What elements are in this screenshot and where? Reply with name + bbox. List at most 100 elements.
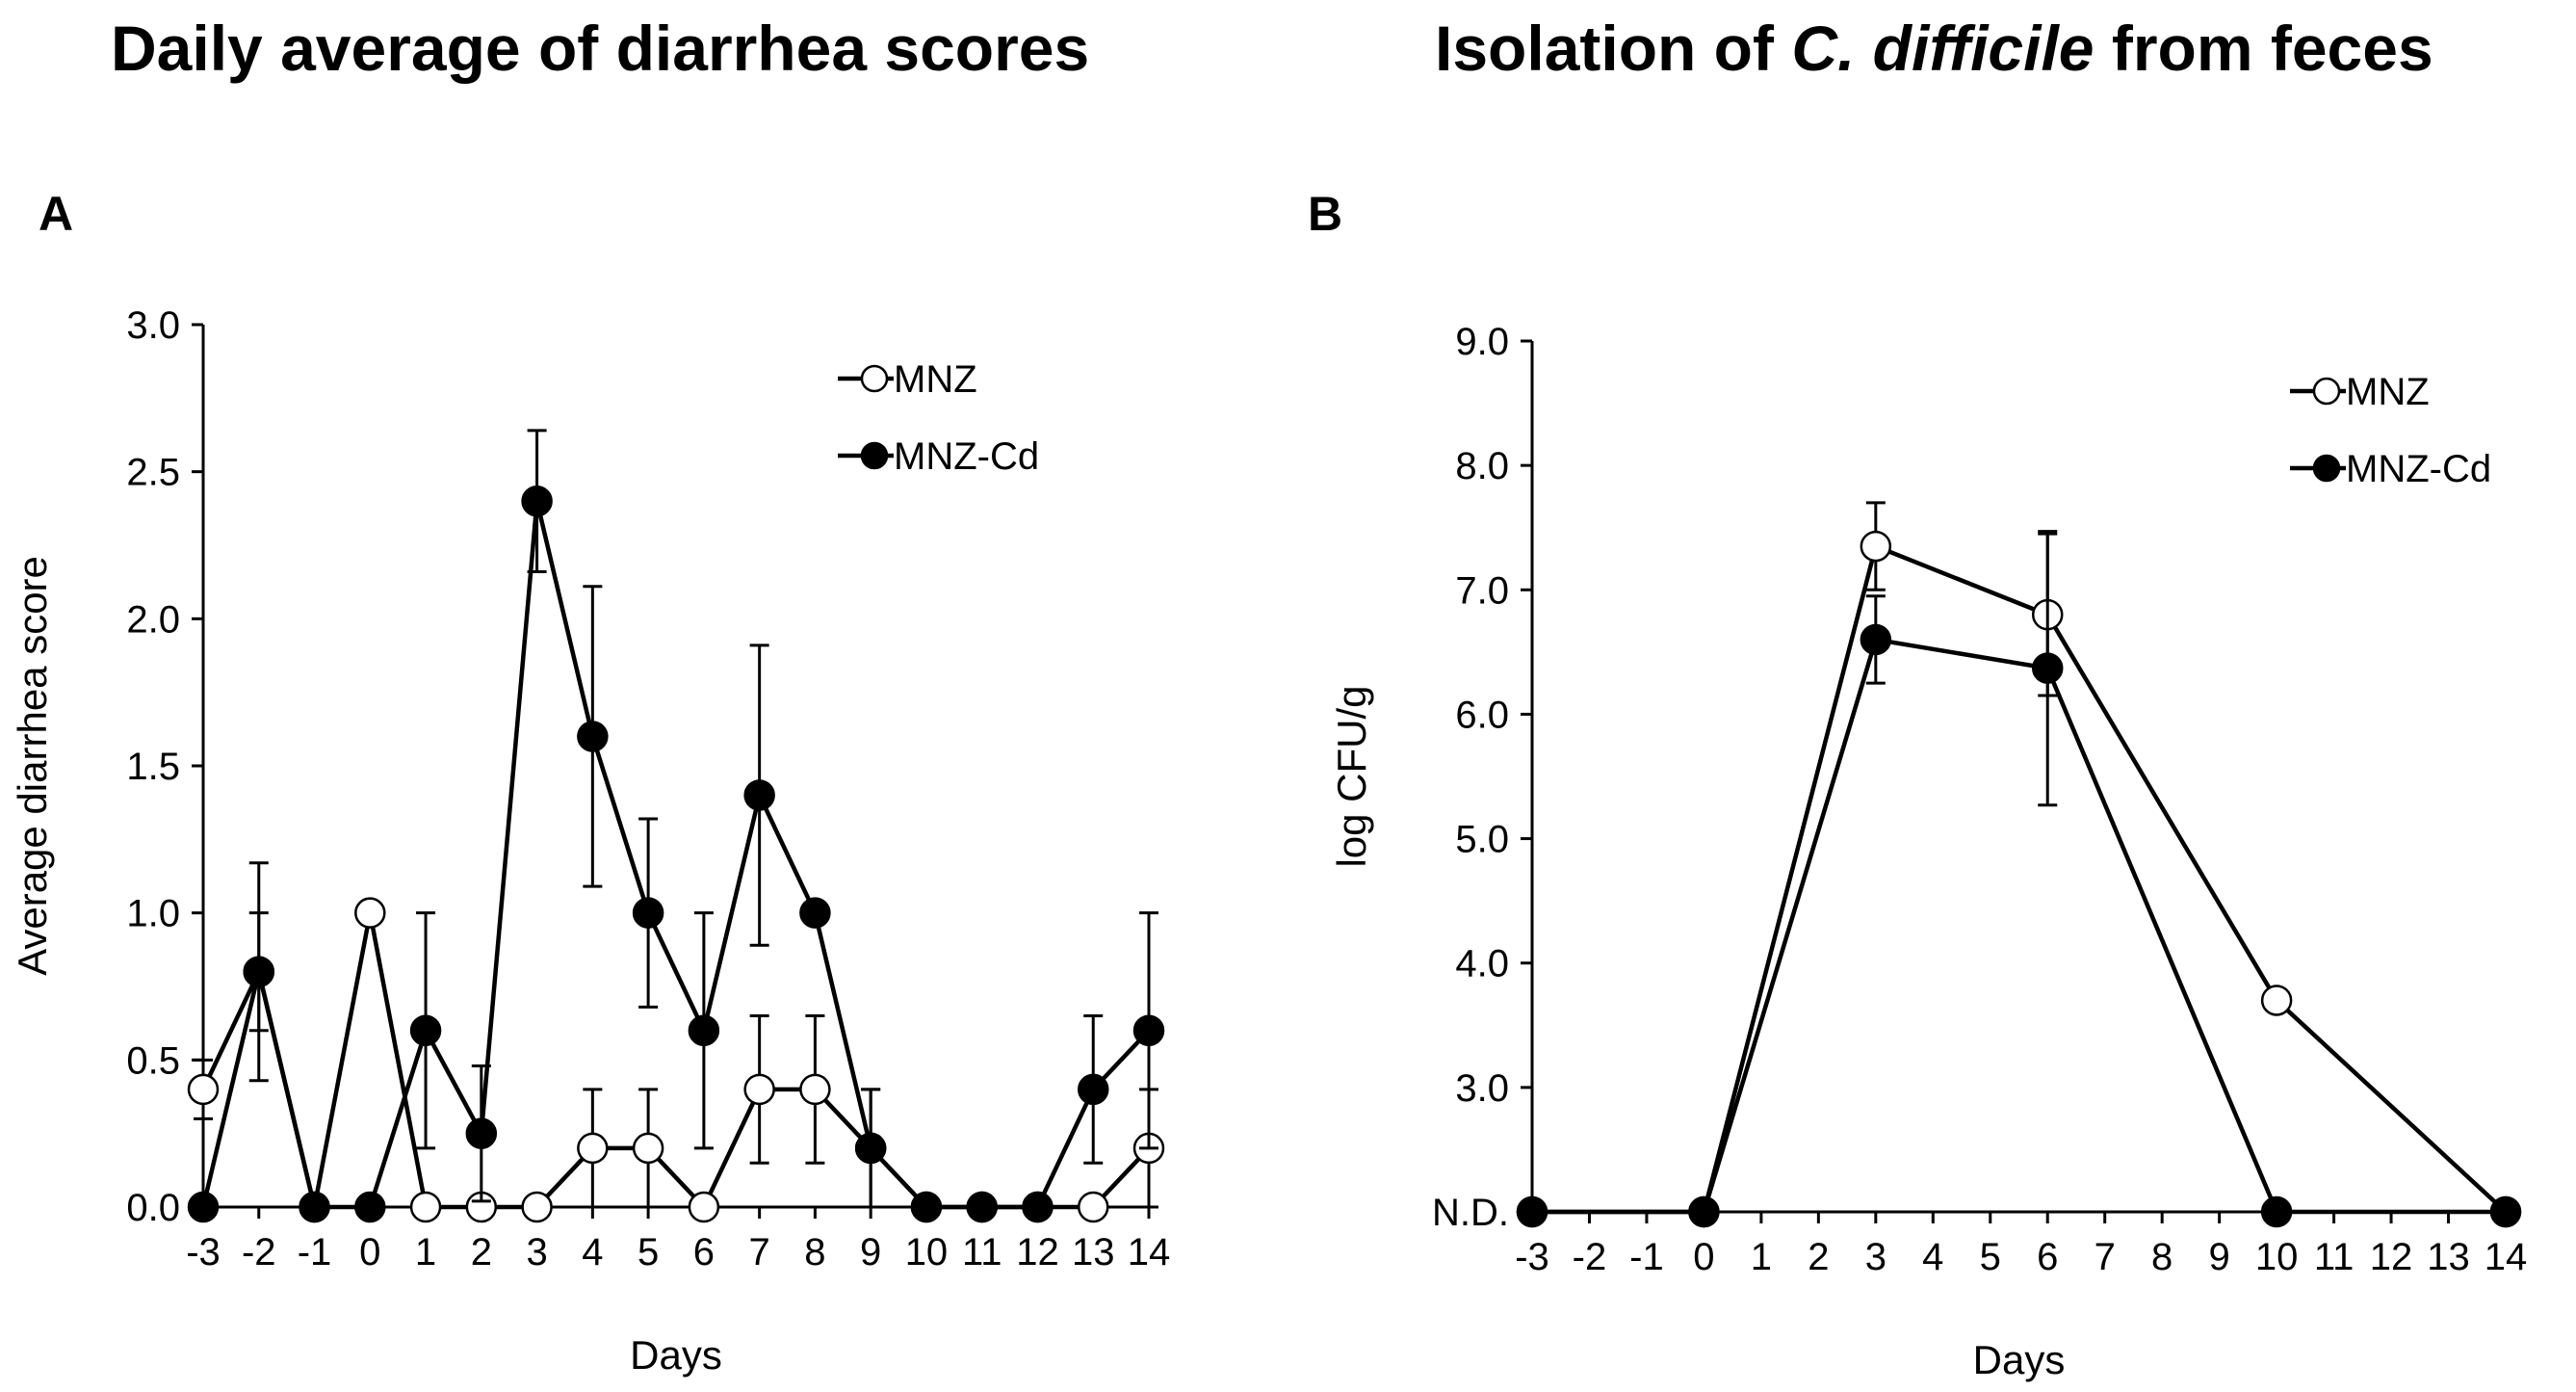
- marker-mnz: [577, 1132, 609, 1165]
- y-tick-label: N.D.: [1432, 1192, 1509, 1234]
- x-tick-label: 9: [860, 1231, 881, 1274]
- y-tick-label: 9.0: [1455, 321, 1509, 363]
- marker-mnz-cd: [854, 1132, 887, 1165]
- marker-mnz-cd: [966, 1191, 998, 1223]
- marker-mnz: [2260, 985, 2293, 1016]
- chart-a: 0.00.51.01.52.02.53.0-3 -2 -1 0 1 2 3 4 5 6 7 8 9 10 1…: [10, 304, 1171, 1378]
- marker-mnz-cd: [632, 897, 664, 929]
- x-tick-label: 7: [749, 1231, 770, 1274]
- y-tick-label: 0.5: [126, 1039, 180, 1082]
- x-tick-label: 14: [2485, 1236, 2528, 1278]
- series-line-mnz: [1532, 543, 2508, 1215]
- x-tick-label: 1: [415, 1231, 436, 1274]
- x-tick-label: 12: [2370, 1236, 2413, 1278]
- x-tick-label: 5: [637, 1231, 659, 1274]
- marker-mnz-cd: [2489, 1195, 2522, 1228]
- series-line-mnz-cd: [200, 500, 1151, 1210]
- x-tick-label: 3: [1865, 1236, 1886, 1278]
- x-tick-label: -1: [298, 1231, 332, 1274]
- x-axis-title: Days: [1973, 1337, 2066, 1382]
- chart-b-title-suffix: from feces: [2094, 13, 2433, 84]
- y-tick-label: 3.0: [126, 304, 180, 347]
- y-axis-title: Average diarrhea score: [10, 556, 55, 976]
- y-tick-label: 1.0: [126, 893, 180, 935]
- marker-mnz-cd: [299, 1191, 330, 1223]
- x-tick-label: 11: [962, 1231, 1002, 1274]
- x-axis-title: Days: [630, 1332, 722, 1378]
- marker-mnz: [1860, 530, 1892, 563]
- y-tick-label: 6.0: [1455, 694, 1509, 736]
- marker-mnz: [632, 1132, 664, 1165]
- x-tick-label: 8: [2151, 1236, 2173, 1278]
- x-tick-label: 11: [2314, 1236, 2355, 1278]
- marker-mnz: [1077, 1191, 1109, 1223]
- marker-mnz-cd: [1688, 1195, 1720, 1228]
- x-tick-label: 6: [2037, 1236, 2058, 1278]
- marker-mnz: [354, 897, 386, 929]
- x-tick-label: 6: [693, 1231, 715, 1274]
- marker-mnz-cd: [187, 1191, 220, 1223]
- x-tick-label: -3: [1515, 1236, 1549, 1278]
- legend-label-mnz-cd: MNZ-Cd: [894, 435, 1039, 478]
- chart-b: N.D.3.04.05.06.07.08.09.0-3 -2 -1 0 1 2 3 4 5 6 7 8…: [1329, 321, 2528, 1382]
- y-tick-label: 5.0: [1455, 819, 1509, 861]
- x-tick-label: 7: [2095, 1236, 2116, 1278]
- marker-mnz: [799, 1073, 831, 1106]
- marker-mnz-cd: [799, 897, 831, 929]
- x-tick-label: -3: [186, 1231, 221, 1274]
- x-tick-label: 5: [1980, 1236, 2001, 1278]
- marker-mnz-cd: [465, 1117, 498, 1149]
- y-tick-label: 4.0: [1455, 943, 1509, 985]
- panel-b-letter: B: [1308, 187, 1343, 241]
- legend-marker-mnz-cd: [860, 441, 889, 470]
- y-tick-label: 2.5: [126, 452, 180, 494]
- x-tick-label: 1: [1751, 1236, 1772, 1278]
- series-line-mnz: [200, 912, 1151, 1211]
- marker-mnz: [743, 1073, 775, 1106]
- legend-label-mnz: MNZ: [2346, 371, 2430, 413]
- x-tick-label: -1: [1629, 1236, 1664, 1278]
- y-tick-label: 8.0: [1455, 445, 1509, 487]
- marker-mnz-cd: [1022, 1191, 1054, 1223]
- marker-mnz-cd: [1077, 1073, 1109, 1106]
- x-tick-label: 8: [804, 1231, 825, 1274]
- x-tick-label: 4: [1922, 1236, 1943, 1278]
- x-tick-label: 12: [1016, 1231, 1059, 1274]
- x-tick-label: 2: [1808, 1236, 1829, 1278]
- panel-a-letter: A: [39, 187, 74, 241]
- legend-marker-mnz: [860, 364, 889, 393]
- marker-mnz-cd: [521, 485, 553, 517]
- y-tick-label: 1.5: [126, 746, 180, 788]
- marker-mnz-cd: [1516, 1195, 1548, 1228]
- marker-mnz-cd: [1132, 1014, 1165, 1047]
- legend-label-mnz: MNZ: [894, 358, 977, 401]
- x-tick-label: 2: [471, 1231, 492, 1274]
- x-tick-label: 13: [2427, 1236, 2470, 1278]
- marker-mnz-cd: [243, 956, 275, 987]
- legend-label-mnz-cd: MNZ-Cd: [2346, 448, 2491, 490]
- marker-mnz: [521, 1191, 553, 1223]
- marker-mnz-cd: [354, 1191, 386, 1223]
- x-tick-label: 13: [1072, 1231, 1115, 1274]
- marker-mnz-cd: [743, 779, 775, 811]
- x-tick-label: 0: [1693, 1236, 1714, 1278]
- y-tick-label: 0.0: [126, 1187, 180, 1229]
- marker-mnz-cd: [2031, 652, 2064, 684]
- marker-mnz-cd: [409, 1014, 442, 1047]
- chart-b-title-italic: C. difficile: [1791, 13, 2095, 84]
- marker-mnz-cd: [910, 1191, 943, 1223]
- x-tick-label: 10: [905, 1231, 949, 1274]
- x-tick-label: 14: [1128, 1231, 1171, 1274]
- marker-mnz: [409, 1191, 442, 1223]
- x-tick-label: 3: [526, 1231, 547, 1274]
- y-tick-label: 2.0: [126, 598, 180, 641]
- y-tick-label: 3.0: [1455, 1067, 1509, 1110]
- y-axis-title: log CFU/g: [1329, 685, 1374, 867]
- x-tick-label: 9: [2209, 1236, 2230, 1278]
- x-tick-label: -2: [242, 1231, 276, 1274]
- marker-mnz-cd: [1860, 623, 1892, 656]
- legend-marker-mnz: [2312, 377, 2341, 406]
- marker-mnz-cd: [577, 721, 609, 752]
- x-tick-label: 0: [359, 1231, 380, 1274]
- x-tick-label: 10: [2255, 1236, 2299, 1278]
